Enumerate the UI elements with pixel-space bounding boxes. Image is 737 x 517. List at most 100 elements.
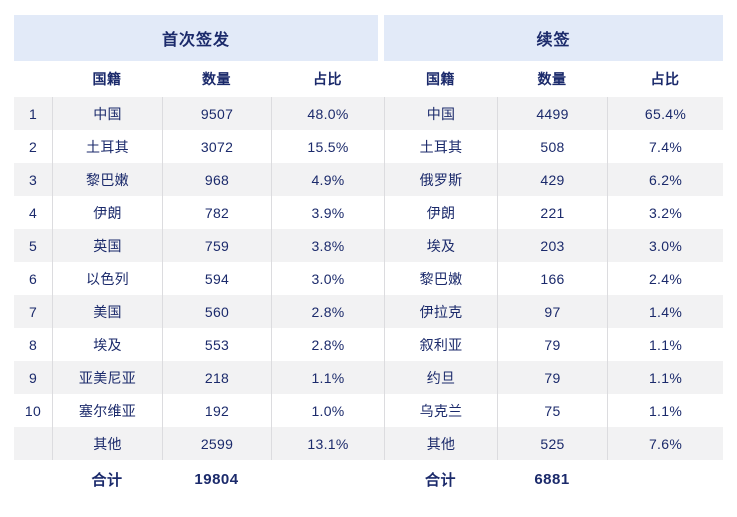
table-row: 3 黎巴嫩 968 4.9% 俄罗斯 429 6.2% bbox=[14, 163, 724, 196]
totals-rank-cell bbox=[14, 460, 52, 499]
table-row: 1 中国 9507 48.0% 中国 4499 65.4% bbox=[14, 97, 724, 130]
country-cell: 约旦 bbox=[384, 361, 497, 394]
rank-cell: 7 bbox=[28, 303, 38, 320]
country-cell: 黎巴嫩 bbox=[52, 163, 162, 196]
rank-cell: 8 bbox=[28, 336, 38, 353]
right-total-label: 合计 bbox=[384, 460, 498, 499]
visa-statistics-table: 首次签发 续签 国籍 数量 占比 国籍 数量 占比 1 中国 9507 48.0% 中国… bbox=[14, 15, 724, 499]
count-cell: 3072 bbox=[162, 130, 271, 163]
country-cell: 其他 bbox=[384, 427, 497, 460]
pct-cell: 7.6% bbox=[607, 427, 723, 460]
count-cell: 221 bbox=[497, 196, 607, 229]
pct-cell: 3.0% bbox=[607, 229, 723, 262]
country-cell: 土耳其 bbox=[384, 130, 497, 163]
country-cell: 塞尔维亚 bbox=[52, 394, 162, 427]
table-row: 4 伊朗 782 3.9% 伊朗 221 3.2% bbox=[14, 196, 723, 229]
left-pct-column-header: 占比 bbox=[271, 61, 385, 97]
pct-cell: 1.1% bbox=[607, 394, 723, 427]
count-cell: 9507 bbox=[162, 97, 271, 130]
pct-cell: 1.1% bbox=[607, 328, 723, 361]
country-cell: 以色列 bbox=[52, 262, 162, 295]
left-count-column-header: 数量 bbox=[162, 61, 271, 97]
pct-cell: 48.0% bbox=[271, 97, 384, 130]
rank-cell: 9 bbox=[28, 369, 38, 386]
table-row: 7 美国 560 2.8% 伊拉克 97 1.4% bbox=[14, 295, 724, 328]
country-cell: 埃及 bbox=[52, 328, 162, 361]
pct-cell: 1.0% bbox=[271, 394, 384, 427]
country-cell: 叙利亚 bbox=[384, 328, 497, 361]
rank-cell: 3 bbox=[28, 171, 38, 188]
country-cell: 伊拉克 bbox=[384, 295, 497, 328]
count-cell: 782 bbox=[162, 196, 271, 229]
rank-cell: 6 bbox=[28, 270, 38, 287]
right-country-column-header: 国籍 bbox=[384, 61, 498, 97]
count-cell: 166 bbox=[497, 262, 607, 295]
count-cell: 525 bbox=[497, 427, 607, 460]
country-cell: 美国 bbox=[52, 295, 162, 328]
left-total-value: 19804 bbox=[162, 460, 271, 499]
count-cell: 429 bbox=[497, 163, 607, 196]
pct-cell: 3.8% bbox=[271, 229, 384, 262]
table-row: 其他 2599 13.1% 其他 525 7.6% bbox=[14, 427, 724, 460]
country-cell: 土耳其 bbox=[52, 130, 162, 163]
count-cell: 508 bbox=[497, 130, 607, 163]
pct-cell: 1.1% bbox=[607, 361, 723, 394]
country-cell: 黎巴嫩 bbox=[384, 262, 497, 295]
left-total-pct-cell bbox=[271, 460, 385, 499]
table-row: 5 英国 759 3.8% 埃及 203 3.0% bbox=[14, 229, 724, 262]
rank-cell: 4 bbox=[28, 204, 38, 221]
rank-cell: 2 bbox=[28, 138, 38, 155]
pct-cell: 2.8% bbox=[271, 295, 384, 328]
pct-cell: 65.4% bbox=[607, 97, 723, 130]
rank-cell: 1 bbox=[28, 105, 38, 122]
count-cell: 968 bbox=[162, 163, 271, 196]
pct-cell: 15.5% bbox=[271, 130, 384, 163]
pct-cell: 13.1% bbox=[271, 427, 384, 460]
left-country-column-header: 国籍 bbox=[52, 61, 162, 97]
right-total-pct-cell bbox=[607, 460, 724, 499]
table-row: 2 土耳其 3072 15.5% 土耳其 508 7.4% bbox=[14, 130, 723, 163]
country-cell: 埃及 bbox=[384, 229, 497, 262]
pct-cell: 3.9% bbox=[271, 196, 384, 229]
count-cell: 79 bbox=[497, 328, 607, 361]
pct-cell: 1.1% bbox=[271, 361, 384, 394]
country-cell: 其他 bbox=[52, 427, 162, 460]
country-cell: 亚美尼亚 bbox=[52, 361, 162, 394]
pct-cell: 6.2% bbox=[607, 163, 723, 196]
count-cell: 560 bbox=[162, 295, 271, 328]
right-total-value: 6881 bbox=[497, 460, 608, 499]
section-title-first-issuance: 首次签发 bbox=[14, 15, 385, 61]
country-cell: 中国 bbox=[52, 97, 162, 130]
left-total-label: 合计 bbox=[52, 460, 162, 499]
totals-row: 合计 19804 合计 6881 bbox=[14, 460, 724, 499]
country-cell: 伊朗 bbox=[52, 196, 162, 229]
count-cell: 2599 bbox=[162, 427, 271, 460]
country-cell: 英国 bbox=[52, 229, 162, 262]
count-cell: 594 bbox=[162, 262, 271, 295]
pct-cell: 2.4% bbox=[607, 262, 723, 295]
count-cell: 218 bbox=[162, 361, 271, 394]
table-body: 1 中国 9507 48.0% 中国 4499 65.4% 2 土耳其 3072 15.5% 土耳其 5… bbox=[14, 97, 724, 460]
pct-cell: 1.4% bbox=[607, 295, 723, 328]
pct-cell: 2.8% bbox=[271, 328, 384, 361]
table-row: 8 埃及 553 2.8% 叙利亚 79 1.1% bbox=[14, 328, 723, 361]
count-cell: 79 bbox=[497, 361, 607, 394]
table-row: 10 塞尔维亚 192 1.0% 乌克兰 75 1.1% bbox=[14, 394, 723, 427]
table-row: 9 亚美尼亚 218 1.1% 约旦 79 1.1% bbox=[14, 361, 724, 394]
count-cell: 203 bbox=[497, 229, 607, 262]
country-cell: 乌克兰 bbox=[384, 394, 497, 427]
right-pct-column-header: 占比 bbox=[607, 61, 724, 97]
pct-cell: 3.2% bbox=[607, 196, 723, 229]
section-title-renewal: 续签 bbox=[384, 15, 724, 61]
column-header-row: 国籍 数量 占比 国籍 数量 占比 bbox=[14, 61, 724, 97]
rank-cell: 5 bbox=[28, 237, 38, 254]
rank-column-header bbox=[14, 61, 52, 97]
pct-cell: 4.9% bbox=[271, 163, 384, 196]
count-cell: 759 bbox=[162, 229, 271, 262]
rank-cell bbox=[14, 427, 52, 460]
count-cell: 75 bbox=[497, 394, 607, 427]
country-cell: 俄罗斯 bbox=[384, 163, 497, 196]
right-count-column-header: 数量 bbox=[497, 61, 608, 97]
count-cell: 97 bbox=[497, 295, 607, 328]
rank-cell: 10 bbox=[24, 402, 42, 419]
